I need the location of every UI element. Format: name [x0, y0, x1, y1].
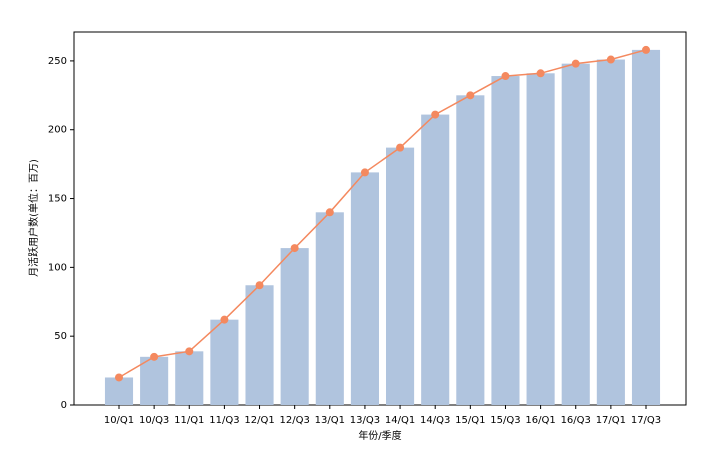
bar [456, 95, 485, 405]
bar [491, 76, 520, 405]
x-tick-label: 17/Q1 [596, 415, 626, 426]
x-tick-label: 12/Q3 [280, 415, 310, 426]
x-tick-label: 15/Q3 [490, 415, 520, 426]
x-tick-label: 13/Q1 [315, 415, 345, 426]
point [220, 315, 229, 324]
bar [140, 356, 169, 405]
x-tick-label: 14/Q3 [420, 415, 450, 426]
bar [421, 114, 450, 406]
x-tick-label: 16/Q3 [561, 415, 591, 426]
x-tick-label: 13/Q3 [350, 415, 380, 426]
y-tick-label: 200 [48, 125, 67, 136]
point [431, 110, 440, 119]
x-axis-label: 年份/季度 [358, 429, 401, 442]
plot-frame [73, 31, 687, 406]
bar [104, 377, 134, 405]
bar [245, 285, 274, 405]
x-tick-label: 16/Q1 [525, 415, 555, 426]
point [571, 59, 580, 68]
y-tick-label: 0 [61, 400, 67, 411]
bar [631, 49, 661, 405]
x-tick-label: 17/Q3 [631, 415, 661, 426]
x-tick-label: 10/Q3 [139, 415, 169, 426]
bar [175, 351, 204, 405]
x-tick-label: 11/Q1 [174, 415, 204, 426]
x-tick-label: 14/Q1 [385, 415, 415, 426]
x-tick-label: 15/Q1 [455, 415, 485, 426]
point [115, 373, 123, 382]
y-tick-label: 150 [48, 194, 67, 205]
x-tick-label: 12/Q1 [244, 415, 274, 426]
line [118, 49, 647, 379]
point [255, 281, 264, 290]
bar [596, 59, 625, 405]
x-tick-label: 11/Q3 [209, 415, 239, 426]
point [360, 168, 369, 177]
point [185, 347, 194, 356]
bar [526, 73, 555, 406]
point [466, 91, 475, 100]
point [396, 143, 405, 152]
bar [315, 212, 344, 405]
y-tick-label: 50 [54, 331, 67, 342]
point [501, 72, 510, 81]
bar [561, 63, 590, 405]
bar [350, 172, 379, 405]
point [325, 208, 334, 217]
x-tick-label: 10/Q1 [104, 415, 134, 426]
point [290, 244, 299, 253]
bar [386, 147, 415, 405]
point [642, 45, 650, 54]
point [150, 352, 159, 361]
bar [210, 319, 239, 405]
y-tick-label: 250 [48, 56, 67, 67]
point [606, 55, 615, 64]
y-tick-label: 100 [48, 262, 67, 273]
point [536, 69, 545, 78]
bar [280, 248, 309, 405]
y-axis-label: 月活跃用户数(单位：百万) [27, 159, 40, 277]
